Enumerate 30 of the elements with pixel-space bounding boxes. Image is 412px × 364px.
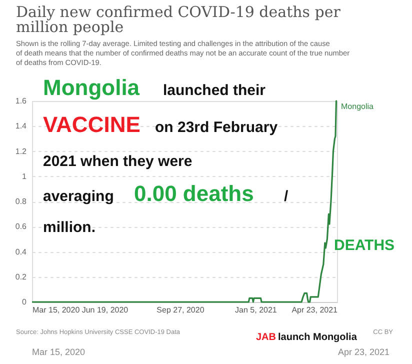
y-tick-label: 0 bbox=[22, 298, 28, 306]
annotation: on 23rd February bbox=[155, 119, 278, 136]
y-tick-label: 0.8 bbox=[15, 197, 28, 206]
y-tick-label: 1.2 bbox=[15, 146, 28, 156]
x-tick-label: Jan 5, 2021 bbox=[235, 306, 278, 314]
annotation: 2021 when they were bbox=[43, 153, 192, 170]
y-tick-label: 1.4 bbox=[15, 122, 28, 131]
x-tick-label: Sep 27, 2020 bbox=[156, 306, 205, 314]
x-tick-label: Jun 19, 2020 bbox=[82, 306, 129, 314]
text: JAB bbox=[256, 332, 276, 343]
chart-title: Daily new confirmed COVID-19 deaths per million people bbox=[16, 3, 342, 36]
annotation: million. bbox=[43, 219, 96, 236]
y-tick-label: 0.6 bbox=[15, 222, 28, 232]
text: Mar 15, 2020 bbox=[32, 347, 86, 357]
y-tick-label: 1.6 bbox=[15, 96, 28, 106]
annotation: / bbox=[284, 188, 289, 205]
text: launched their bbox=[163, 82, 266, 99]
annotation: 0.00 deaths bbox=[134, 181, 254, 206]
y-tick-label: 1 bbox=[22, 172, 28, 181]
annotation: VACCINE bbox=[43, 112, 140, 137]
series-label: Mongolia bbox=[341, 102, 374, 111]
text: launch Mongolia bbox=[278, 332, 358, 343]
y-tick-label: 0.4 bbox=[15, 247, 28, 256]
x-tick-label: Mar 15, 2020 bbox=[32, 306, 80, 314]
text: Mongolia bbox=[43, 75, 140, 100]
x-tick-label: Apr 23, 2021 bbox=[292, 306, 338, 314]
y-tick-label: 0.2 bbox=[15, 272, 28, 282]
annotation: averaging bbox=[43, 188, 114, 205]
annotation: DEATHS bbox=[334, 237, 395, 254]
text: Apr 23, 2021 bbox=[338, 347, 390, 357]
